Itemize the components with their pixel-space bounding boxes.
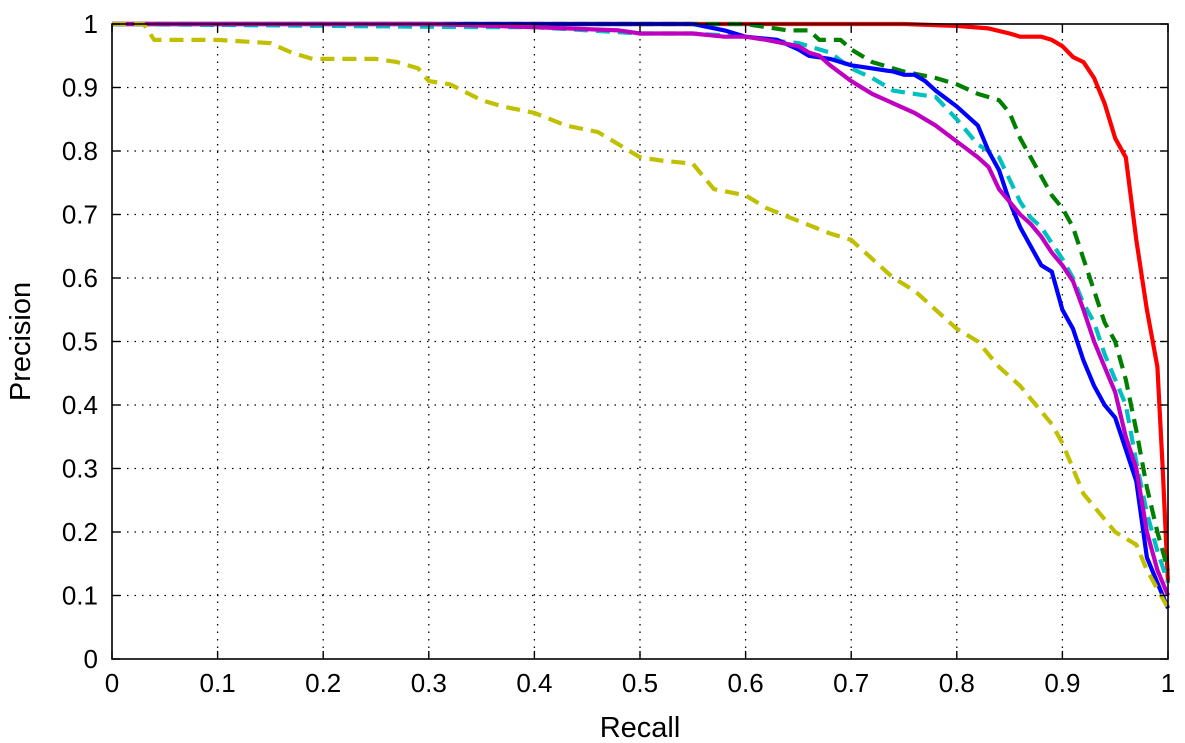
series-line-1 [112, 21, 1171, 583]
x-tick-labels: 0 0.1 0.2 0.3 0.4 0.5 0.6 0.7 0.8 0.9 1 [105, 668, 1175, 698]
y-tick-label: 0.2 [62, 517, 98, 547]
x-tick-label: 0.2 [305, 668, 341, 698]
x-tick-label: 0.8 [939, 668, 975, 698]
y-tick-label: 0.9 [62, 73, 98, 103]
x-tick-label: 1 [1161, 668, 1175, 698]
y-tick-label: 0.4 [62, 390, 98, 420]
series-lines [111, 21, 1171, 610]
grid [112, 24, 1168, 659]
x-axis-label: Recall [600, 712, 681, 743]
y-tick-label: 0.7 [62, 200, 98, 230]
series-line-5 [112, 21, 1170, 597]
y-tick-label: 0.1 [62, 581, 98, 611]
x-tick-label: 0.3 [411, 668, 447, 698]
x-tick-label: 0.5 [622, 668, 658, 698]
x-tick-label: 0.1 [200, 668, 236, 698]
x-tick-label: 0.4 [516, 668, 552, 698]
y-tick-label: 0.6 [62, 263, 98, 293]
y-axis-label: Precision [5, 282, 37, 401]
series-line-4 [112, 21, 1170, 610]
y-tick-labels: 0 0.1 0.2 0.3 0.4 0.5 0.6 0.7 0.8 0.9 1 [62, 9, 98, 674]
y-tick-label: 0.5 [62, 327, 98, 357]
y-tick-label: 0.3 [62, 454, 98, 484]
x-tick-label: 0.7 [833, 668, 869, 698]
series-line-2 [112, 21, 1171, 571]
y-tick-label: 1 [84, 9, 98, 39]
x-tick-label: 0.6 [728, 668, 764, 698]
x-tick-label: 0 [105, 668, 119, 698]
tick-marks [111, 23, 1169, 660]
series-line-6 [112, 21, 1170, 610]
x-tick-label: 0.9 [1044, 668, 1080, 698]
y-tick-label: 0 [84, 644, 98, 674]
y-tick-label: 0.8 [62, 136, 98, 166]
